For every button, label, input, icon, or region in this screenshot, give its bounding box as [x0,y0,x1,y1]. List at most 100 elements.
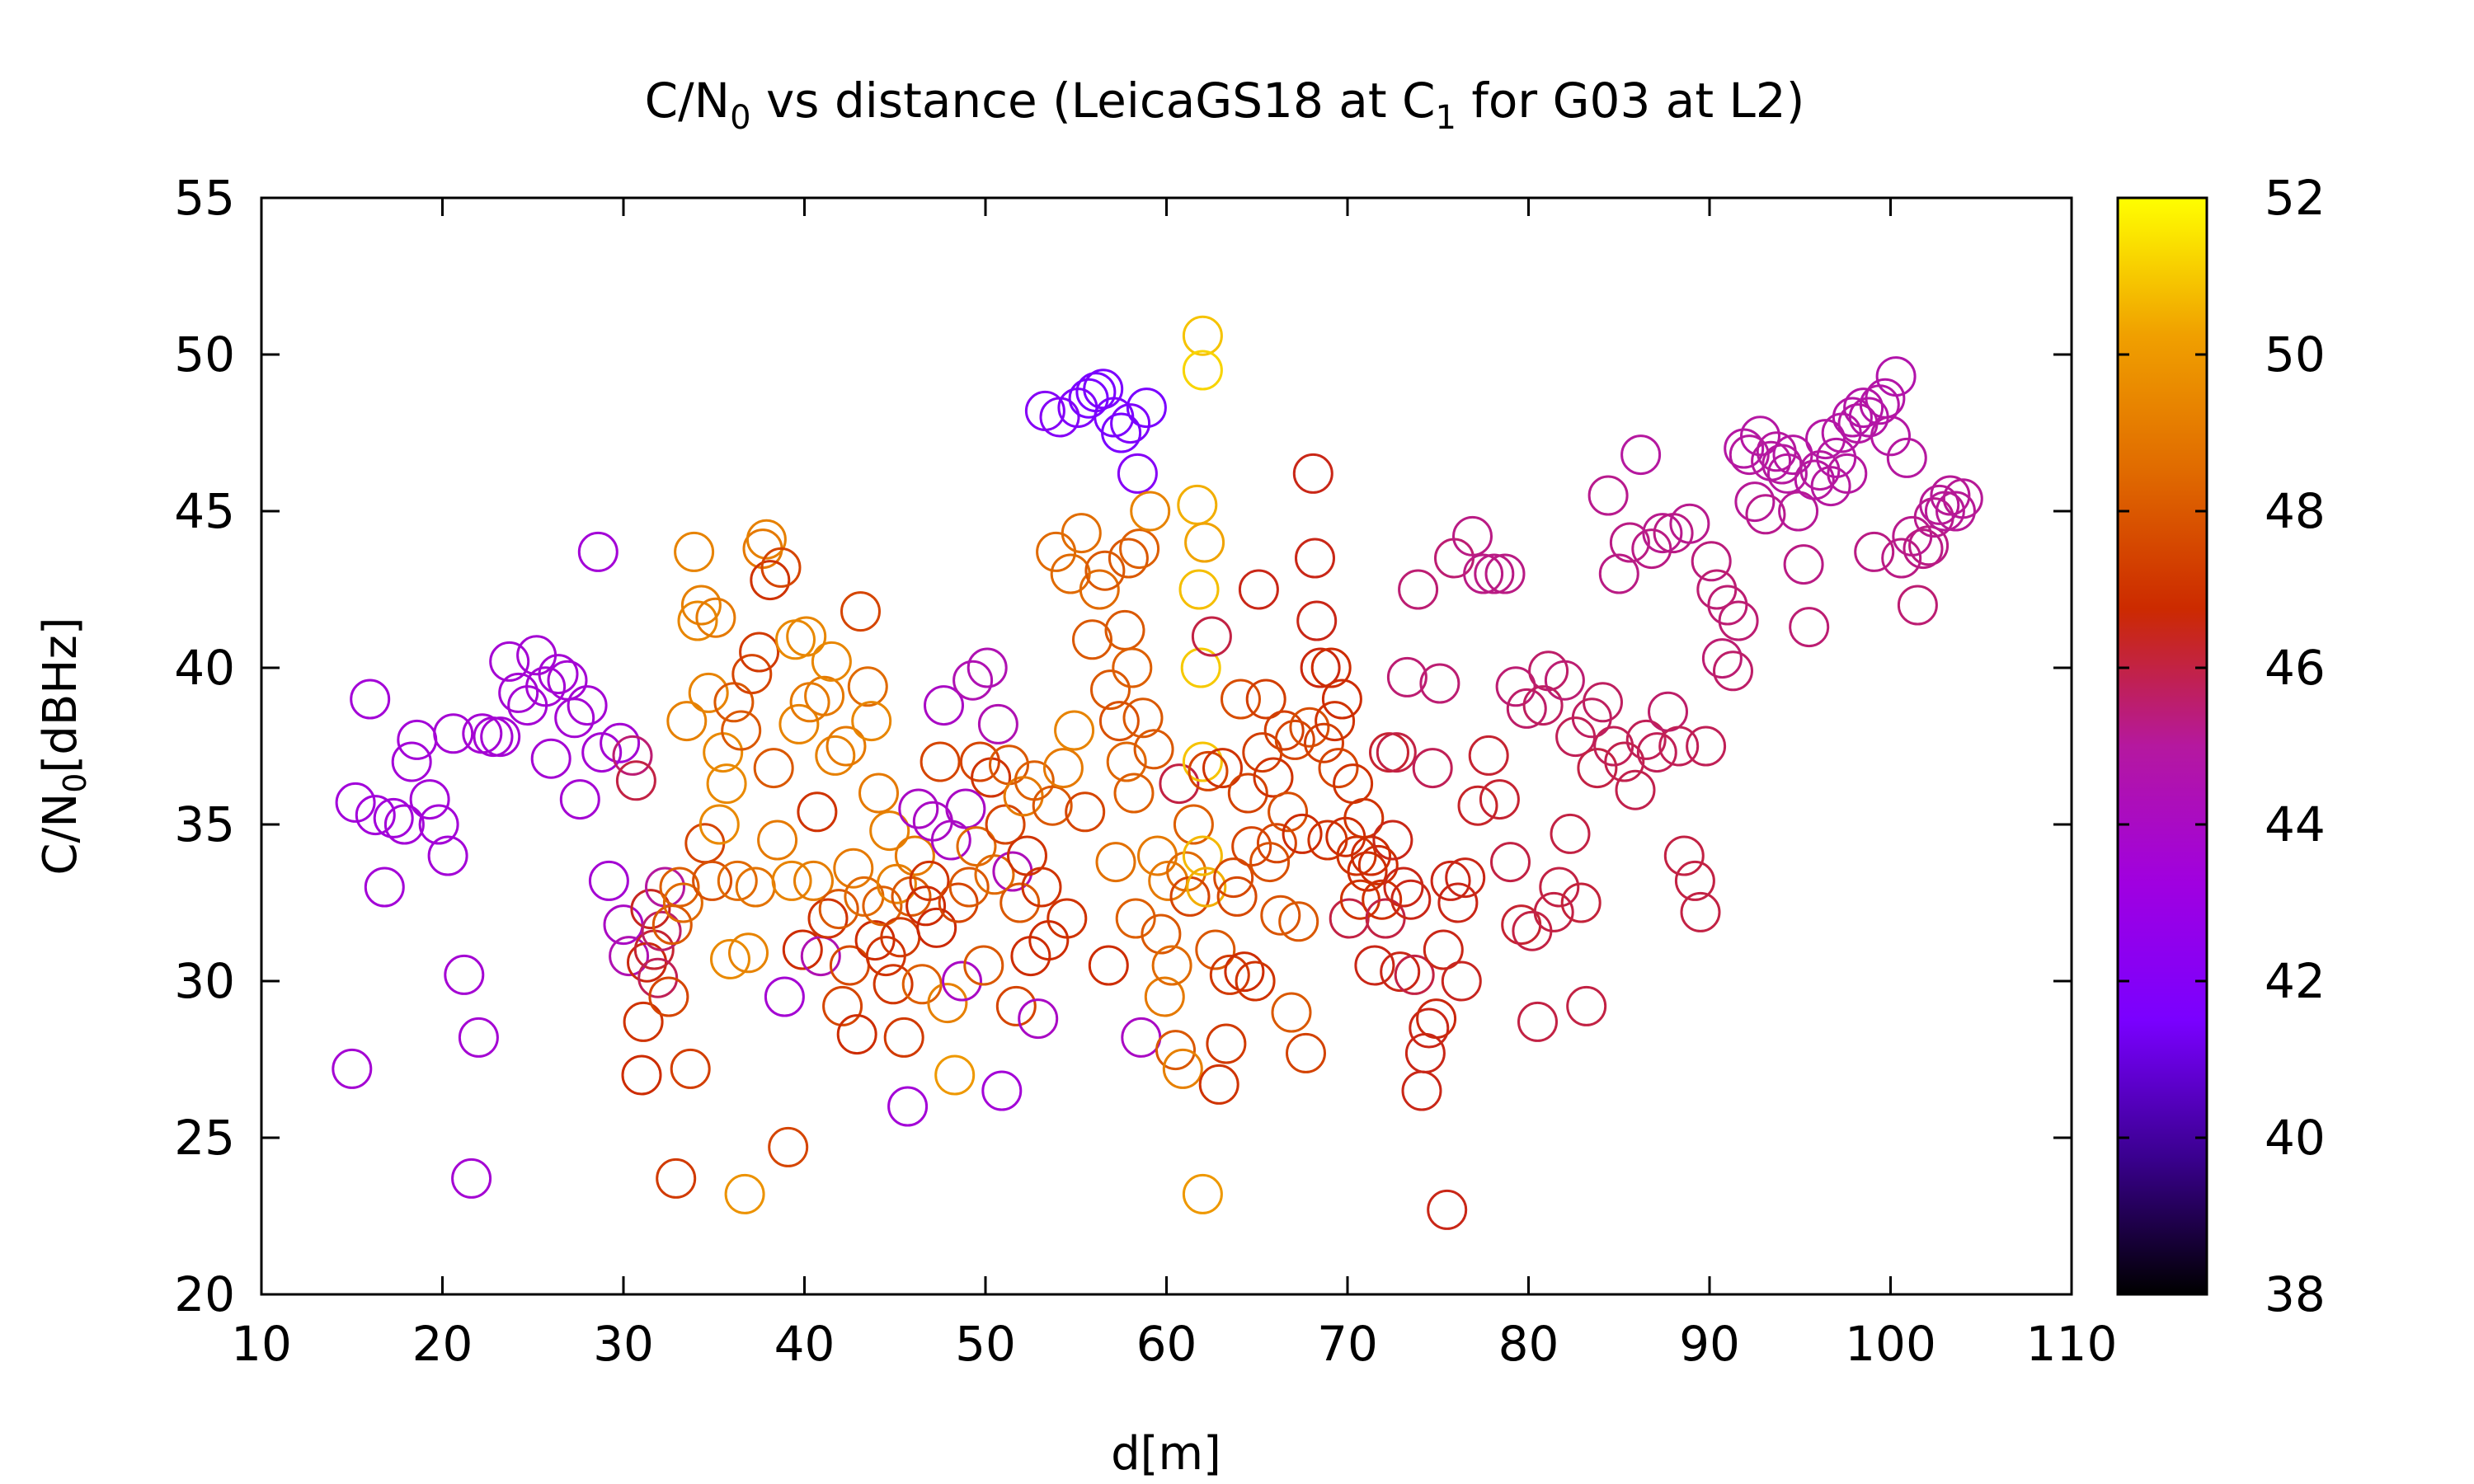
data-point [1484,553,1526,594]
data-point [1278,901,1319,942]
data-point [1088,945,1129,986]
data-point [1095,842,1136,883]
data-point [942,960,982,1002]
data-point [1897,585,1938,626]
data-point [1522,685,1564,726]
data-point [1362,879,1403,920]
data-point [1533,891,1574,932]
data-point [1419,663,1460,704]
data-point [1412,748,1453,789]
data-point [977,703,1018,744]
data-point [847,666,888,707]
data-point [771,860,812,901]
data-point [577,531,618,572]
x-tick-label: 80 [1498,1316,1559,1372]
y-tick-label: 40 [174,640,235,696]
data-point [1122,697,1164,739]
data-point [1110,403,1151,444]
data-point [1003,776,1044,817]
data-point [1177,484,1218,525]
data-point [609,936,650,977]
data-point [858,773,899,814]
data-point [1083,369,1124,410]
data-point [927,983,968,1024]
data-point [525,666,567,707]
data-point [1615,769,1656,810]
data-point [1213,857,1254,899]
data-point [1065,791,1106,833]
data-point [1669,503,1710,544]
data-point [458,1017,499,1058]
data-point [1832,397,1873,438]
data-point [615,760,656,801]
data-point [1227,773,1268,814]
data-point [1018,998,1059,1040]
data-point [948,866,990,908]
data-point [1296,600,1338,641]
data-point [1468,735,1509,776]
data-point [1560,882,1602,923]
data-point [1238,569,1279,610]
data-point [1512,910,1553,951]
data-point [1930,475,1971,516]
colorbar-tick-label: 50 [2265,326,2326,383]
data-point [1908,525,1950,566]
data-point [364,866,405,908]
data-point [1827,453,1868,494]
data-point [1141,913,1182,955]
data-point [530,738,571,779]
x-tick-label: 10 [231,1316,292,1372]
y-tick-label: 30 [174,953,235,1009]
data-point [1550,813,1591,854]
colorbar-tick-label: 38 [2265,1266,2326,1322]
data-point [1870,416,1911,457]
data-point [807,898,849,939]
colorbar [2116,196,2208,1296]
data-point [1180,647,1221,688]
data-point [1680,891,1721,932]
data-point [952,660,994,701]
data-point [1778,491,1819,532]
data-point [1182,315,1223,356]
data-point [1166,851,1207,892]
data-point [1372,819,1413,861]
data-point [1351,835,1391,876]
data-point [757,819,798,861]
data-point [480,716,521,758]
data-point [1155,1030,1196,1071]
data-point [1271,992,1312,1033]
data-point [1202,748,1243,789]
data-point [963,945,1004,986]
data-point [1245,679,1286,720]
data-point [695,597,736,638]
data-point [1383,866,1424,908]
data-point [1289,707,1330,748]
data-point [1137,835,1178,876]
data-point [1506,688,1547,729]
data-point [1445,857,1486,899]
data-point [1816,437,1857,478]
data-point [1394,954,1435,995]
data-point [1942,478,1983,519]
data-point [731,654,773,695]
data-point [1452,515,1493,556]
data-point [1286,1032,1326,1073]
x-tick-label: 20 [412,1316,473,1372]
data-point [554,697,595,739]
data-point [938,882,979,923]
data-point [1130,491,1171,532]
data-point [1047,898,1088,939]
data-point [1260,895,1301,936]
data-point [1474,553,1515,594]
data-point [1734,481,1776,523]
data-point [894,835,935,876]
data-point [1354,945,1395,986]
x-tick-label: 40 [774,1316,835,1372]
data-point [547,660,588,701]
data-point [567,685,608,726]
data-point [1162,1048,1203,1089]
data-point [1113,773,1155,814]
data-point [1886,437,1927,478]
data-point [778,703,820,744]
colorbar-tick-label: 46 [2265,640,2326,696]
